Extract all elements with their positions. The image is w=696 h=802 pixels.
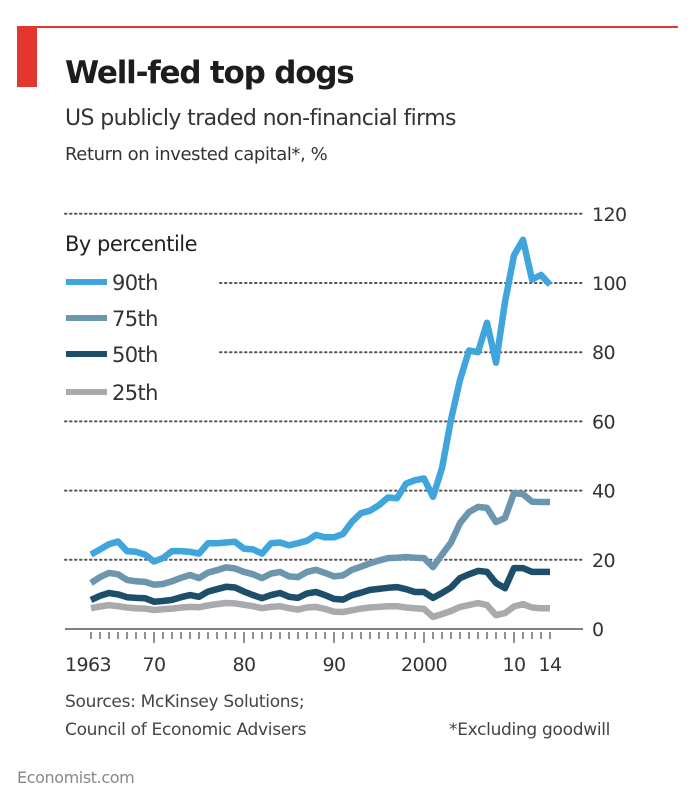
y-tick-label: 60	[592, 411, 615, 433]
brand-red-tab	[17, 26, 37, 87]
y-tick-label: 80	[592, 342, 615, 364]
series-lines	[89, 236, 553, 621]
series-line-50th	[89, 564, 550, 605]
x-tick-label: 14	[539, 654, 562, 676]
y-tick-label: 40	[592, 481, 615, 503]
brand-link[interactable]: Economist.com	[17, 768, 135, 787]
legend-label-25th: 25th	[112, 381, 158, 405]
x-axis: 1963 70 80 90 2000 10 14	[65, 628, 583, 676]
legend-label-90th: 90th	[112, 271, 158, 295]
legend: By percentile 90th 75th 50th 25th	[65, 232, 198, 405]
legend-label-50th: 50th	[112, 343, 158, 367]
x-tick-label: 1963	[65, 654, 111, 676]
source-line-2: Council of Economic Advisers	[65, 720, 307, 740]
footnote: *Excluding goodwill	[449, 720, 611, 740]
chart-subtitle: US publicly traded non-financial firms	[65, 106, 457, 131]
brand-red-rule	[17, 26, 678, 28]
y-tick-label: 100	[592, 273, 626, 295]
x-tick-label: 90	[323, 654, 346, 676]
chart-unit-label: Return on invested capital*, %	[65, 144, 328, 165]
y-tick-label: 20	[592, 550, 615, 572]
legend-label-75th: 75th	[112, 307, 158, 331]
legend-title: By percentile	[65, 232, 197, 256]
y-axis-labels: 20 40 60 80 100 120 0	[592, 204, 627, 641]
series-line-75th	[89, 489, 550, 588]
y-tick-label: 120	[592, 204, 626, 226]
x-tick-label: 70	[143, 654, 166, 676]
series-line-25th	[90, 599, 550, 621]
x-tick-label: 80	[233, 654, 256, 676]
series-line-90th	[89, 236, 553, 565]
x-tick-label: 10	[503, 654, 526, 676]
y-tick-label: 0	[592, 619, 604, 641]
source-line-1: Sources: McKinsey Solutions;	[65, 692, 305, 712]
x-tick-label: 2000	[401, 654, 447, 676]
chart-title: Well-fed top dogs	[65, 55, 355, 91]
